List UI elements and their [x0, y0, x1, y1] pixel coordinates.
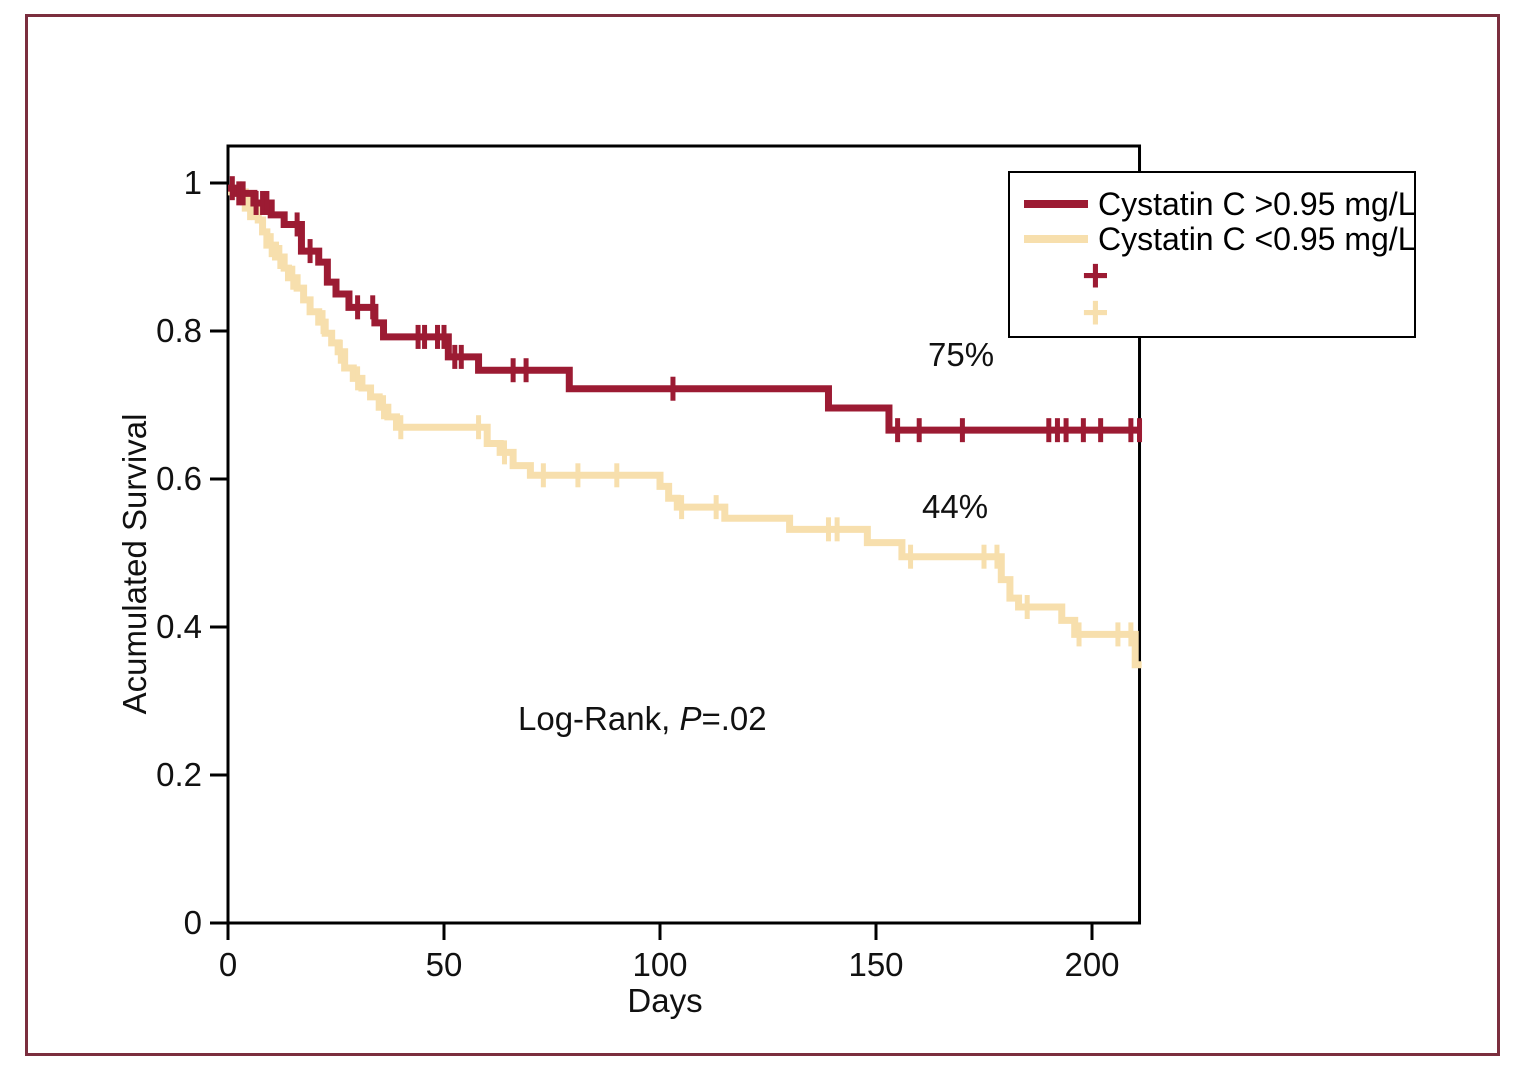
y-tick-label: 0.8: [156, 312, 202, 349]
annotation-logrank: Log-Rank, P=.02: [518, 700, 767, 738]
legend: Cystatin C >0.95 mg/L Cystatin C <0.95 m…: [1008, 171, 1416, 338]
logrank-pvalue: =.02: [701, 700, 767, 737]
x-tick-label: 150: [848, 946, 903, 983]
logrank-stat-symbol: P: [679, 700, 702, 737]
legend-label-high-cystatin: Cystatin C >0.95 mg/L: [1098, 185, 1416, 222]
y-tick-label: 1: [184, 164, 202, 201]
annotation-low-cystatin-percent: 44%: [922, 488, 989, 525]
censor-plus-icon-cream: +: [1082, 285, 1109, 338]
legend-item-low-cystatin: Cystatin C <0.95 mg/L: [1010, 220, 1416, 257]
legend-censor-row-cream: +: [1010, 285, 1414, 338]
x-tick-label: 100: [632, 946, 687, 983]
survival-curve-high-cystatin: [228, 184, 1142, 434]
x-tick-label: 0: [219, 946, 237, 983]
y-tick-label: 0: [184, 904, 202, 941]
x-tick-label: 200: [1064, 946, 1119, 983]
y-axis-title: Acumulated Survival: [116, 413, 153, 715]
legend-line-swatch-red: [1024, 199, 1088, 208]
legend-label-low-cystatin: Cystatin C <0.95 mg/L: [1098, 220, 1416, 257]
legend-censor-row-red: +: [1010, 248, 1414, 301]
plot-box: [226, 144, 1142, 925]
y-tick-label: 0.6: [156, 460, 202, 497]
y-tick-label: 0.4: [156, 608, 202, 645]
logrank-text: Log-Rank,: [518, 700, 680, 737]
annotation-high-cystatin-percent: 75%: [928, 336, 995, 373]
censor-plus-icon-red: +: [1082, 248, 1109, 301]
x-tick-label: 50: [426, 946, 463, 983]
legend-item-high-cystatin: Cystatin C >0.95 mg/L: [1010, 185, 1416, 222]
x-axis-title: Days: [627, 982, 703, 1019]
y-tick-label: 0.2: [156, 756, 202, 793]
legend-line-swatch-cream: [1024, 234, 1088, 243]
